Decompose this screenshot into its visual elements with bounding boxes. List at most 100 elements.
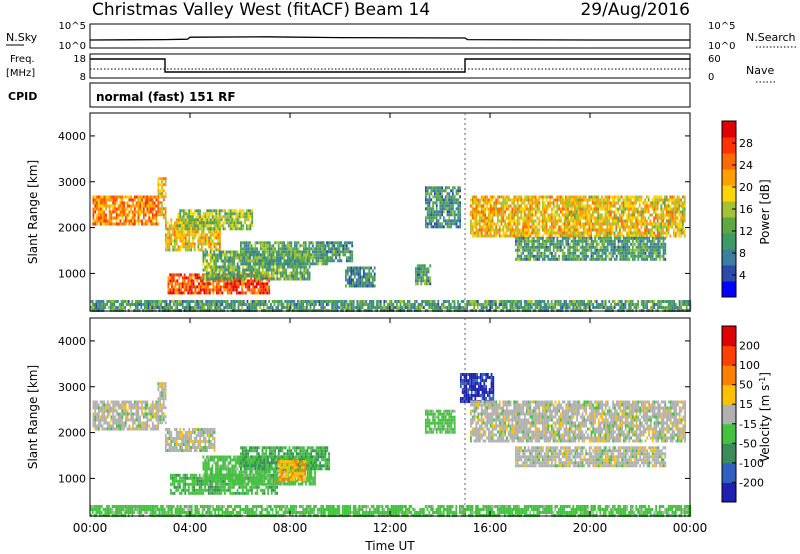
data-cell [673,216,675,220]
data-cell [489,198,492,202]
data-cell [536,234,539,238]
data-cell [270,303,272,306]
data-cell [549,204,551,208]
data-cell [619,245,622,249]
data-cell [175,224,178,228]
data-cell [240,253,242,257]
data-cell [612,239,614,243]
data-cell [175,242,178,246]
data-cell [682,228,684,232]
data-cell [577,213,580,217]
data-cell [249,256,251,260]
data-cell [313,306,315,309]
data-cell [642,231,645,235]
data-cell [560,201,562,205]
data-cell [604,231,607,235]
data-cell [579,245,582,249]
data-cell [301,250,304,254]
data-cell [655,225,657,229]
data-cell [597,198,600,202]
data-cell [441,186,443,190]
data-cell [448,198,451,202]
data-cell [662,251,665,255]
data-cell [579,213,582,217]
data-cell [138,300,141,303]
data-cell [251,274,253,278]
data-cell [626,213,628,217]
data-cell [620,231,623,235]
data-cell [144,204,147,208]
data-cell [615,219,618,223]
data-cell [261,241,264,245]
data-cell [592,245,595,249]
data-cell [522,251,524,255]
data-cell [208,221,210,225]
data-cell [181,224,183,228]
data-cell [146,201,149,205]
data-cell [577,207,580,211]
data-cell [631,201,634,205]
data-cell [203,291,206,295]
data-cell [520,198,523,202]
data-cell [477,234,479,238]
data-cell [662,210,664,214]
data-cell [222,250,225,254]
data-cell [563,231,566,235]
data-cell [646,239,649,243]
data-cell [190,291,193,295]
data-cell [242,271,244,275]
data-cell [515,234,517,238]
data-cell [345,247,348,251]
data-cell [248,303,251,306]
data-cell [285,244,287,248]
data-cell [259,244,262,248]
data-cell [486,222,488,226]
data-cell [576,245,578,249]
data-cell [604,222,607,226]
data-cell [560,228,562,232]
data-cell [610,207,612,211]
data-cell [457,192,460,196]
data-cell [312,244,314,248]
data-cell [578,257,580,261]
data-cell [581,251,584,255]
data-cell [124,213,127,217]
data-cell [601,242,604,246]
data-cell [525,228,528,232]
data-cell [518,198,521,202]
data-cell [224,274,226,278]
data-cell [225,265,228,269]
data-cell [613,234,616,238]
data-cell [520,242,523,246]
data-cell [662,213,664,217]
data-cell [593,207,596,211]
data-cell [603,245,605,249]
data-cell [306,268,309,272]
data-cell [270,274,273,278]
data-cell [617,245,620,249]
data-cell [174,288,177,292]
data-cell [208,224,210,228]
data-cell [516,236,519,240]
data-cell [184,218,187,222]
data-cell [166,221,169,225]
data-cell [560,195,562,199]
data-cell [583,245,586,249]
data-cell [283,247,285,251]
data-cell [220,250,223,254]
data-cell [351,250,354,254]
data-cell [626,219,628,223]
data-cell [473,225,476,229]
data-cell [331,259,334,263]
data-cell [206,277,208,281]
data-cell [491,195,494,199]
data-cell [237,282,240,286]
data-cell [241,288,244,292]
data-cell [306,274,309,278]
data-cell [622,210,625,214]
data-cell [498,225,501,229]
data-cell [265,262,267,266]
data-cell [626,216,628,220]
data-cell [520,234,523,238]
data-cell [590,254,593,258]
